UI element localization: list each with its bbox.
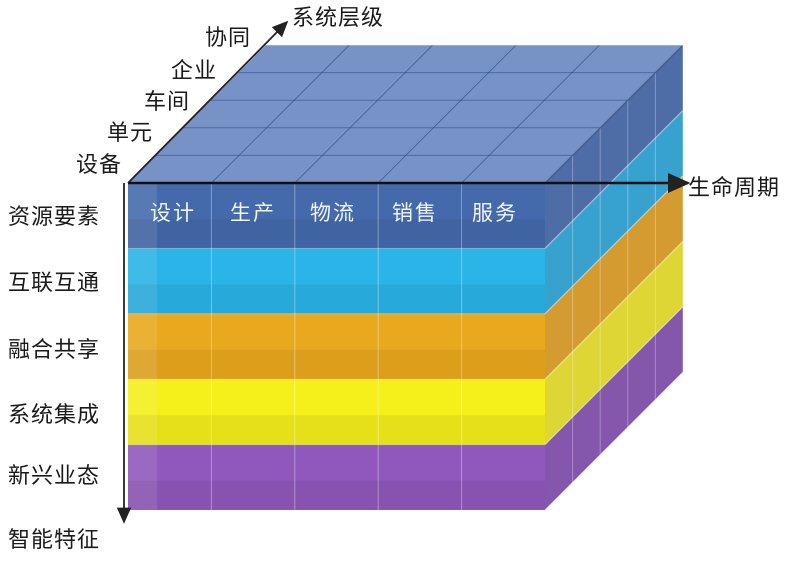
layer-side-face [545,306,683,510]
system-level-axis-arrow [127,20,289,184]
column-label-service: 服务 [472,201,518,225]
column-label-production: 生产 [230,201,276,225]
side-layer-line [544,175,684,315]
layer-label-system-integration: 系统集成 [8,403,101,428]
layer-label-resource-elements: 资源要素 [8,205,101,230]
lifecycle-axis-title: 生命周期 [688,176,781,201]
depth-axis-title: 系统层级 [292,6,385,31]
layer-side-face [545,110,683,314]
layer-front-highlight [128,313,158,380]
layer-front-highlight [128,379,158,445]
layer-front-shade [128,218,545,249]
layer-front-face [128,248,545,314]
layer-front-shade [128,480,545,510]
intelligence-axis-title: 智能特征 [8,528,101,553]
layer-side-face [545,175,683,380]
layer-front-shade [128,415,545,445]
cube-top-face [128,45,683,183]
top-depth-line [294,44,434,184]
layer-side-face [545,45,683,249]
layer-front-face [128,313,545,380]
column-label-logistics: 物流 [310,201,356,225]
layer-front-shade [128,284,545,314]
side-layer-line [544,306,684,446]
layer-label-emerging-business: 新兴业态 [8,464,101,489]
column-label-design: 设计 [150,201,196,225]
cube-edge [544,371,684,511]
depth-level-device: 设备 [76,153,123,178]
layer-side-face [545,241,683,445]
top-depth-line [377,44,517,184]
cube-layers [128,45,683,510]
top-depth-line [461,44,600,184]
layer-front-face [128,444,545,510]
cube-edge [544,44,684,184]
column-label-sales: 销售 [392,201,438,225]
side-layer-line [544,109,684,249]
layer-front-shade [128,349,545,380]
layer-label-interconnection: 互联互通 [8,271,101,296]
layer-label-fusion-sharing: 融合共享 [8,338,101,363]
side-layer-line [544,240,684,380]
layer-front-face [128,183,545,249]
depth-level-enterprise: 企业 [171,59,218,84]
top-depth-line [211,44,350,184]
depth-level-unit: 单元 [107,121,154,146]
layer-front-highlight [128,183,158,249]
depth-level-collaboration: 协同 [205,26,252,51]
layer-front-highlight [128,248,158,314]
layer-front-highlight [128,444,158,510]
depth-level-workshop: 车间 [144,90,191,115]
layer-front-face [128,379,545,445]
